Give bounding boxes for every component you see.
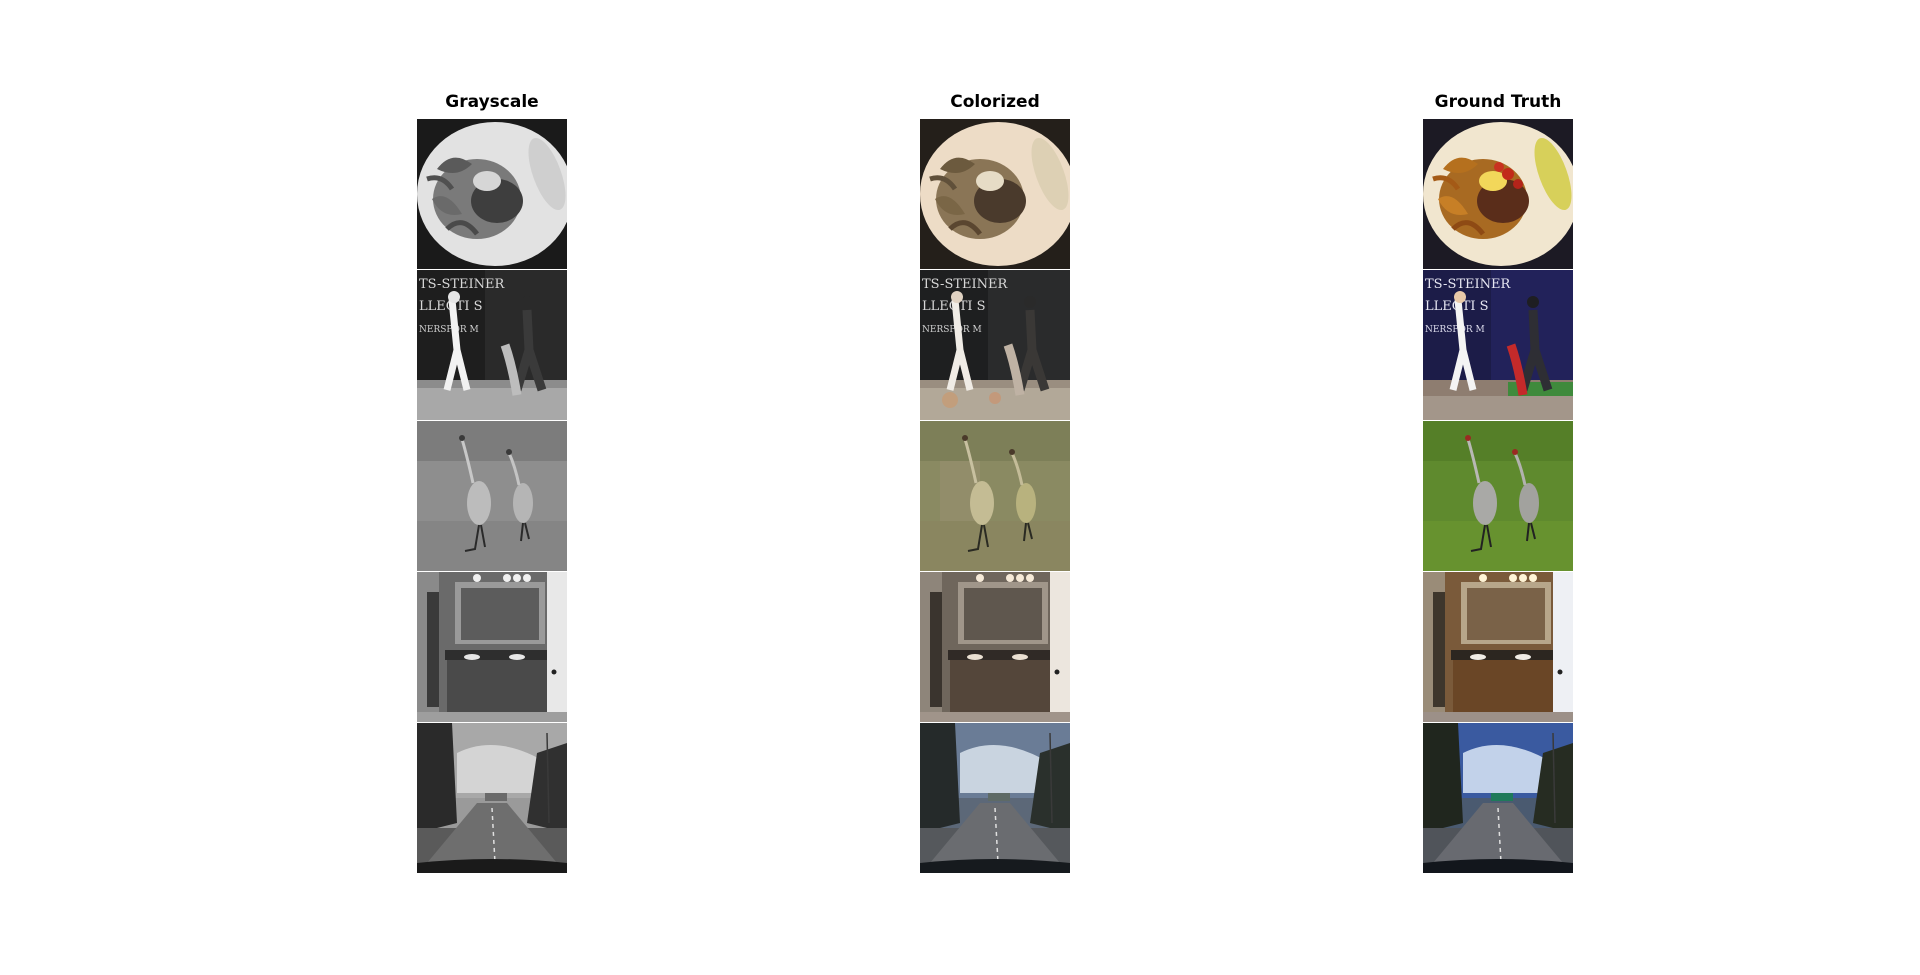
image-colorized-highway bbox=[920, 723, 1070, 873]
column-title-colorized: Colorized bbox=[845, 92, 1145, 112]
image-grayscale-cranes bbox=[417, 421, 567, 571]
image-colorized-baseball: TS-STEINER LLECTI S NERSPOR M bbox=[920, 270, 1070, 420]
image-colorized-cranes bbox=[920, 421, 1070, 571]
image-colorized-food-plate bbox=[920, 119, 1070, 269]
svg-text:TS-STEINER: TS-STEINER bbox=[1425, 277, 1512, 292]
image-ground-truth-highway bbox=[1423, 723, 1573, 873]
image-grayscale-highway bbox=[417, 723, 567, 873]
image-ground-truth-cranes bbox=[1423, 421, 1573, 571]
image-grayscale-baseball: TS-STEINER LLECTI S NERSPOR M bbox=[417, 270, 567, 420]
image-colorized-bathroom bbox=[920, 572, 1070, 722]
image-ground-truth-baseball: TS-STEINER LLECTI S NERSPOR M bbox=[1423, 270, 1573, 420]
column-title-ground-truth: Ground Truth bbox=[1348, 92, 1648, 112]
svg-text:NERSPOR M: NERSPOR M bbox=[1425, 325, 1485, 335]
svg-text:NERSPOR M: NERSPOR M bbox=[922, 325, 982, 335]
column-title-grayscale: Grayscale bbox=[342, 92, 642, 112]
image-ground-truth-food-plate bbox=[1423, 119, 1573, 269]
svg-text:TS-STEINER: TS-STEINER bbox=[419, 277, 506, 292]
svg-text:TS-STEINER: TS-STEINER bbox=[922, 277, 1009, 292]
svg-text:NERSPOR M: NERSPOR M bbox=[419, 325, 479, 335]
image-grayscale-bathroom bbox=[417, 572, 567, 722]
image-grayscale-food-plate bbox=[417, 119, 567, 269]
image-ground-truth-bathroom bbox=[1423, 572, 1573, 722]
